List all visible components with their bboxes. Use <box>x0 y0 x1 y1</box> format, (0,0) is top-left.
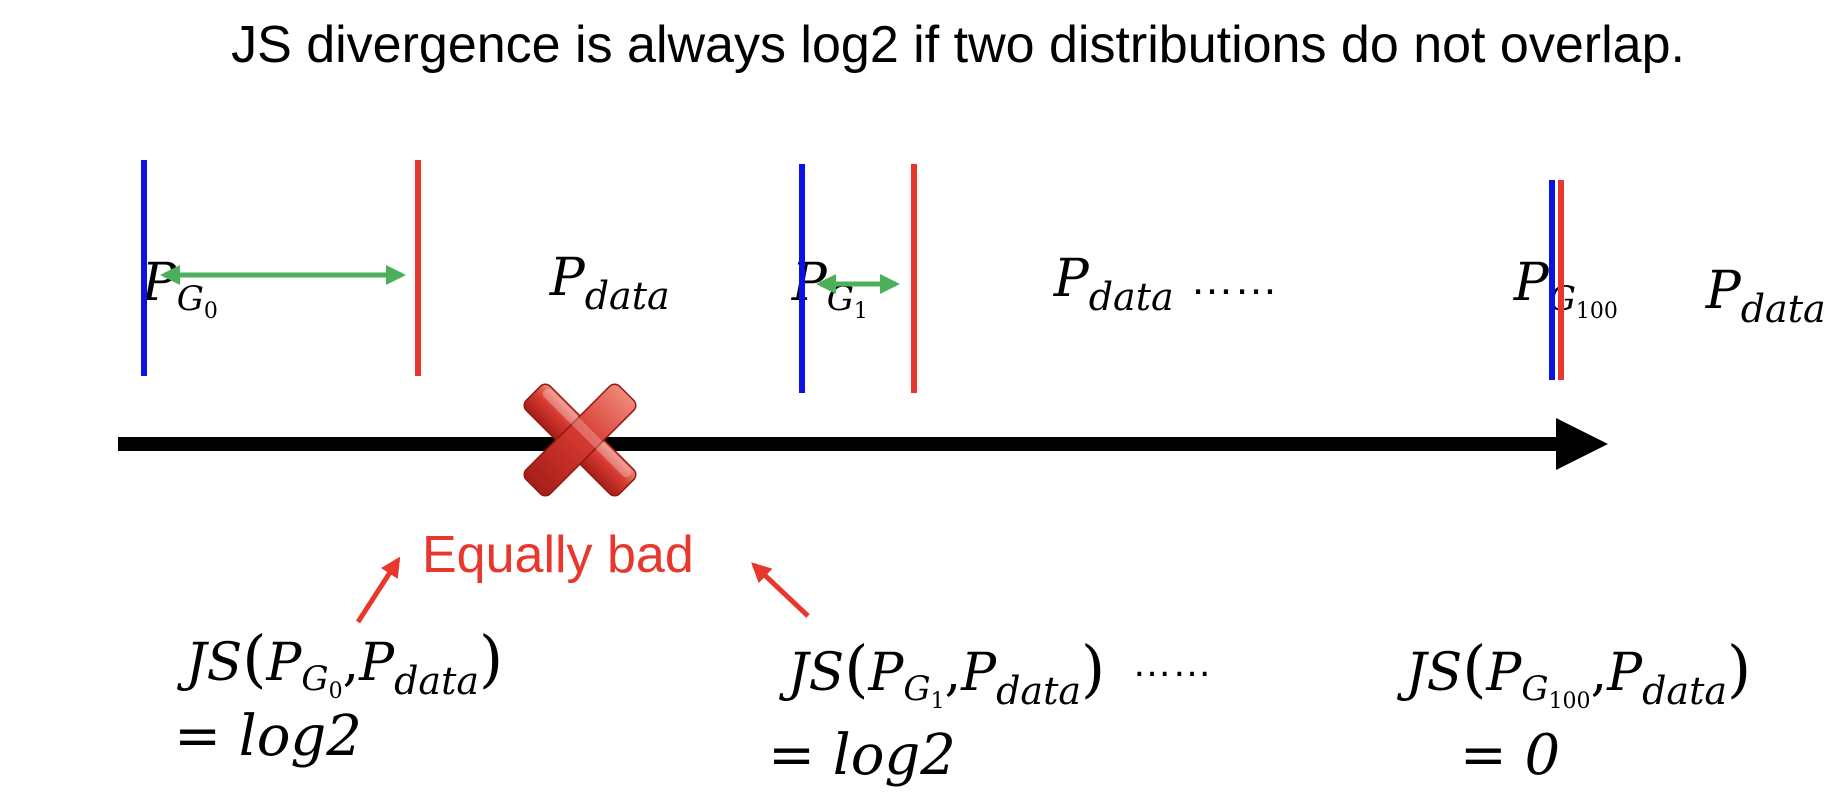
red-x-cross-icon <box>523 383 637 497</box>
label-p-data-g0: Pdata <box>434 248 752 322</box>
annotation-arrow-right <box>751 562 810 618</box>
label-p-g1: PG1 <box>676 253 951 331</box>
label-p-g0: PG0 <box>26 253 301 331</box>
js-expression-g0: JS(PG0,Pdata) <box>70 622 586 704</box>
js-result-g100: = 0 <box>1460 723 1560 788</box>
case-g1: PG1 Pdata <box>676 164 1256 393</box>
ellipsis-bottom: …… <box>1132 641 1212 685</box>
js-expression-g1: JS(PG1,Pdata) <box>672 632 1188 714</box>
page-title: JS divergence is always log2 if two dist… <box>231 16 1685 74</box>
js-result-g0: = log2 <box>174 704 362 769</box>
js-result-g1: = log2 <box>768 723 956 788</box>
label-p-data-g1: Pdata <box>938 249 1256 323</box>
progress-axis-arrow <box>118 418 1608 470</box>
label-p-data-g100: Pdata <box>1590 261 1824 335</box>
annotation-arrow-left <box>355 556 401 624</box>
js-expression-g100: JS(PG100,Pdata) <box>1290 632 1824 714</box>
equation-g0: JS(PG0,Pdata) = log2 <box>70 622 586 769</box>
ellipsis-top: …… <box>1190 255 1278 304</box>
case-g100: PG100 Pdata <box>1513 180 1824 380</box>
case-g0: PG0 Pdata <box>26 160 752 376</box>
equally-bad-label: Equally bad <box>422 526 694 584</box>
equation-g100: JS(PG100,Pdata) = 0 <box>1290 632 1824 788</box>
equation-g1: JS(PG1,Pdata) = log2 <box>672 632 1188 788</box>
